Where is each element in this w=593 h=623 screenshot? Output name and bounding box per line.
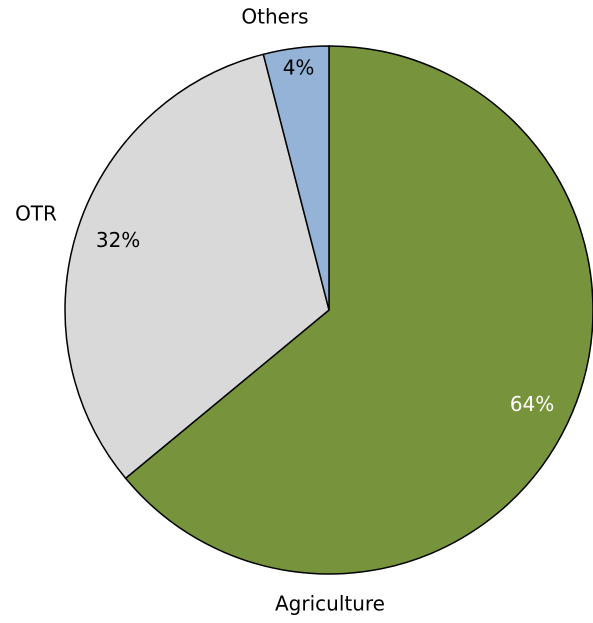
pie-slice <box>64 53 330 480</box>
category-label: Agriculture <box>275 592 385 616</box>
value-label: 32% <box>96 228 140 252</box>
value-label: 4% <box>283 56 315 80</box>
value-label: 64% <box>510 392 554 416</box>
category-label: Others <box>241 5 308 29</box>
pie-slice <box>124 45 593 575</box>
category-label: OTR <box>15 202 57 226</box>
pie-slice <box>262 45 330 311</box>
